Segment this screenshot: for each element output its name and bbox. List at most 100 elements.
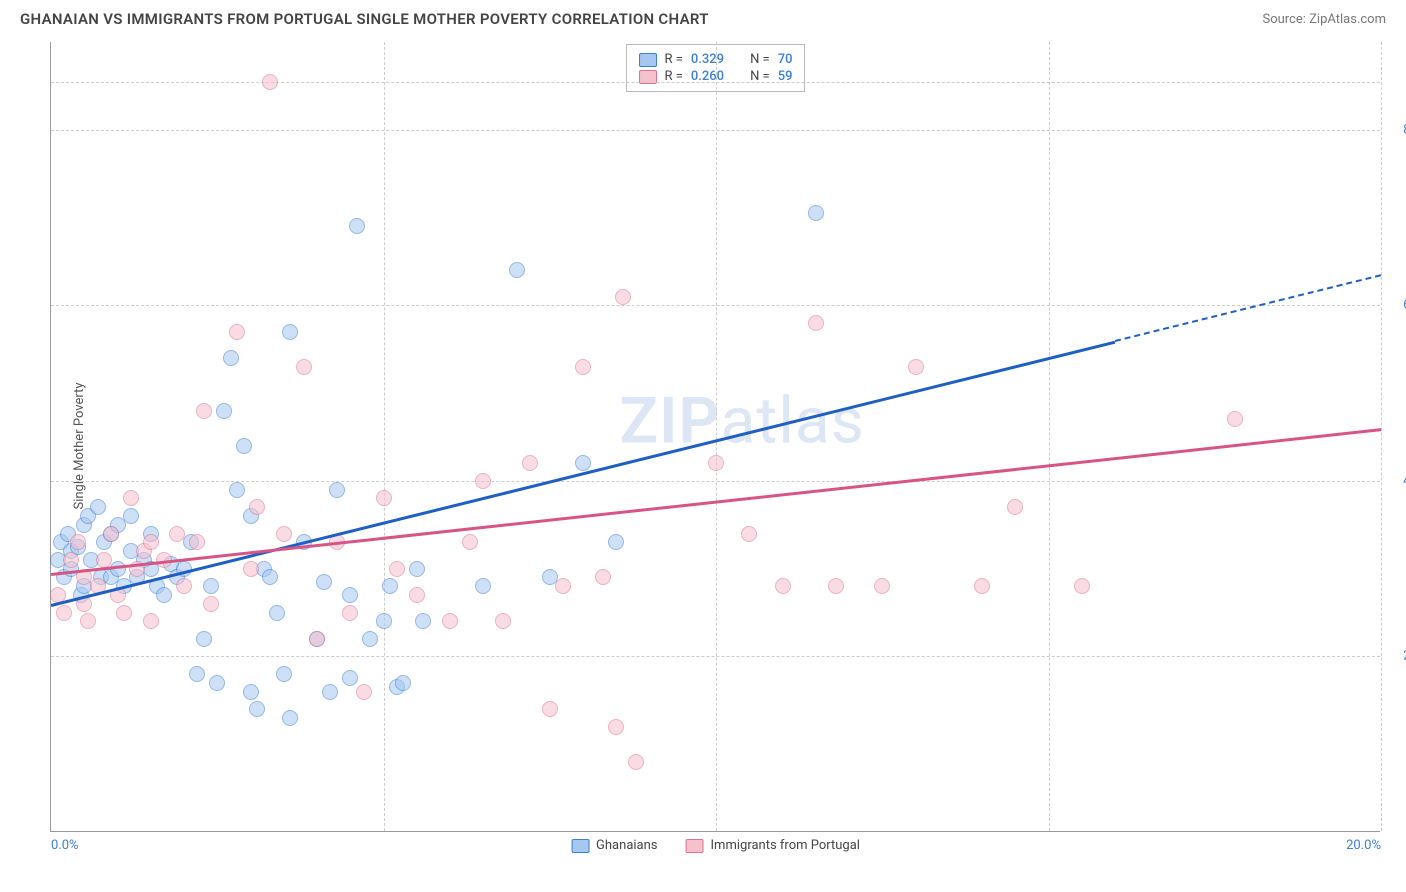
legend-r-value-a: 0.329 [691,52,724,67]
scatter-point [223,350,239,366]
scatter-point [608,534,624,550]
scatter-point [262,569,278,585]
scatter-point [296,359,312,375]
scatter-point [196,631,212,647]
gridline-v [716,42,717,831]
legend-label-a: Ghanaians [596,838,657,853]
scatter-point [123,490,139,506]
scatter-point [123,508,139,524]
scatter-point [575,359,591,375]
scatter-point [542,701,558,717]
scatter-point [56,605,72,621]
scatter-point [708,455,724,471]
scatter-point [495,613,511,629]
scatter-point [389,561,405,577]
scatter-point [628,754,644,770]
scatter-point [555,578,571,594]
legend-swatch-b [686,839,704,853]
scatter-point [316,574,332,590]
scatter-point [342,605,358,621]
scatter-point [908,359,924,375]
scatter-point [156,587,172,603]
scatter-point [409,587,425,603]
scatter-point [1227,411,1243,427]
scatter-point [282,710,298,726]
x-tick-label: 20.0% [1346,838,1381,853]
scatter-point [874,578,890,594]
gridline-v [384,42,385,831]
scatter-point [249,499,265,515]
scatter-point [376,490,392,506]
scatter-point [176,578,192,594]
scatter-point [143,534,159,550]
gridline-v [1381,42,1382,831]
scatter-point [276,666,292,682]
scatter-point [382,578,398,594]
scatter-point [595,569,611,585]
scatter-point [309,631,325,647]
scatter-point [229,482,245,498]
legend-swatch-a [571,839,589,853]
chart-title: GHANAIAN VS IMMIGRANTS FROM PORTUGAL SIN… [20,10,709,28]
x-tick-label: 0.0% [51,838,79,853]
series-legend: Ghanaians Immigrants from Portugal [571,838,860,853]
scatter-point [269,605,285,621]
scatter-point [282,324,298,340]
scatter-point [342,587,358,603]
scatter-point [342,670,358,686]
scatter-point [395,675,411,691]
legend-label-b: Immigrants from Portugal [711,838,860,853]
scatter-point [70,534,86,550]
scatter-point [96,552,112,568]
scatter-point [356,684,372,700]
scatter-point [203,596,219,612]
scatter-point [828,578,844,594]
scatter-point [974,578,990,594]
scatter-point [615,289,631,305]
legend-n-label: N = [750,52,770,67]
scatter-point [442,613,458,629]
scatter-point [189,534,205,550]
scatter-point [189,666,205,682]
scatter-point [522,455,538,471]
scatter-point [103,526,119,542]
scatter-point [329,482,345,498]
scatter-point [462,534,478,550]
scatter-point [775,578,791,594]
swatch-ghanaians [639,53,657,67]
scatter-point [169,526,185,542]
scatter-point [216,403,232,419]
watermark: ZIPatlas [619,383,864,458]
scatter-point [475,578,491,594]
scatter-point [249,701,265,717]
scatter-point [475,473,491,489]
scatter-point [409,561,425,577]
scatter-point [243,561,259,577]
scatter-point [196,403,212,419]
scatter-point [608,719,624,735]
scatter-point [63,552,79,568]
scatter-point [376,613,392,629]
scatter-point [362,631,378,647]
gridline-v [1049,42,1050,831]
scatter-point [80,613,96,629]
source-label: Source: ZipAtlas.com [1262,12,1386,27]
scatter-point [415,613,431,629]
scatter-point [808,205,824,221]
chart-area: ZIPatlas R = 0.329 N = 70 R = 0.260 N = … [50,42,1380,832]
scatter-point [203,578,219,594]
scatter-point [209,675,225,691]
scatter-point [1074,578,1090,594]
scatter-point [143,613,159,629]
scatter-point [262,74,278,90]
scatter-point [575,455,591,471]
scatter-point [349,218,365,234]
scatter-point [276,526,292,542]
scatter-point [116,605,132,621]
trendline [1115,275,1381,343]
scatter-point [229,324,245,340]
scatter-point [243,684,259,700]
scatter-point [509,262,525,278]
scatter-point [322,684,338,700]
trendline [51,340,1116,606]
